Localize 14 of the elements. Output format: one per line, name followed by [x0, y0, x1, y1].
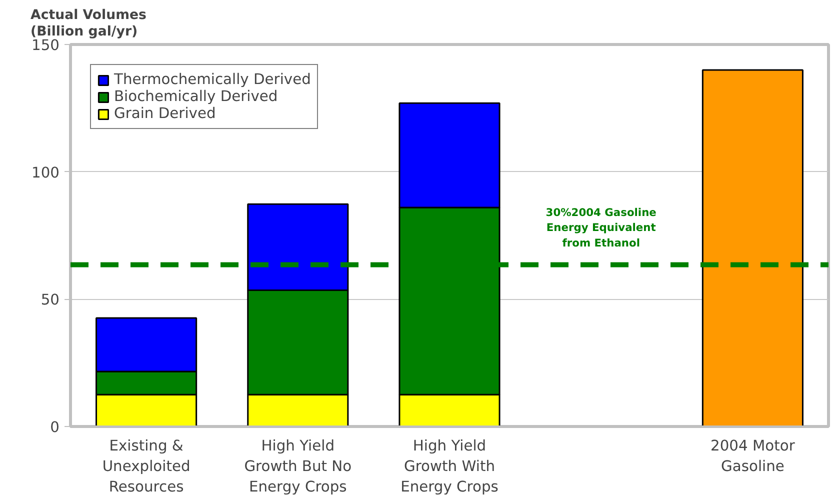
ref-line-label: 30%2004 Gasoline Energy Equivalent from Ethanol	[546, 206, 656, 250]
legend-label: Thermochemically Derived	[114, 71, 311, 88]
x-tick-label: Existing & Unexploited Resources	[102, 438, 190, 496]
x-tick-label: High Yield Growth But No Energy Crops	[244, 438, 352, 496]
y-tick-label: 0	[50, 419, 60, 436]
legend-label: Biochemically Derived	[114, 88, 278, 105]
y-axis-title: Actual Volumes (Billion gal/yr)	[30, 8, 147, 40]
legend-label: Grain Derived	[114, 105, 216, 122]
x-tick-label: High Yield Growth With Energy Crops	[400, 438, 498, 496]
x-tick-label: 2004 Motor Gasoline	[710, 438, 796, 475]
y-tick-label: 100	[32, 164, 60, 182]
y-tick-label: 150	[32, 37, 60, 54]
y-tick-label: 50	[40, 292, 60, 309]
bar	[702, 69, 804, 426]
